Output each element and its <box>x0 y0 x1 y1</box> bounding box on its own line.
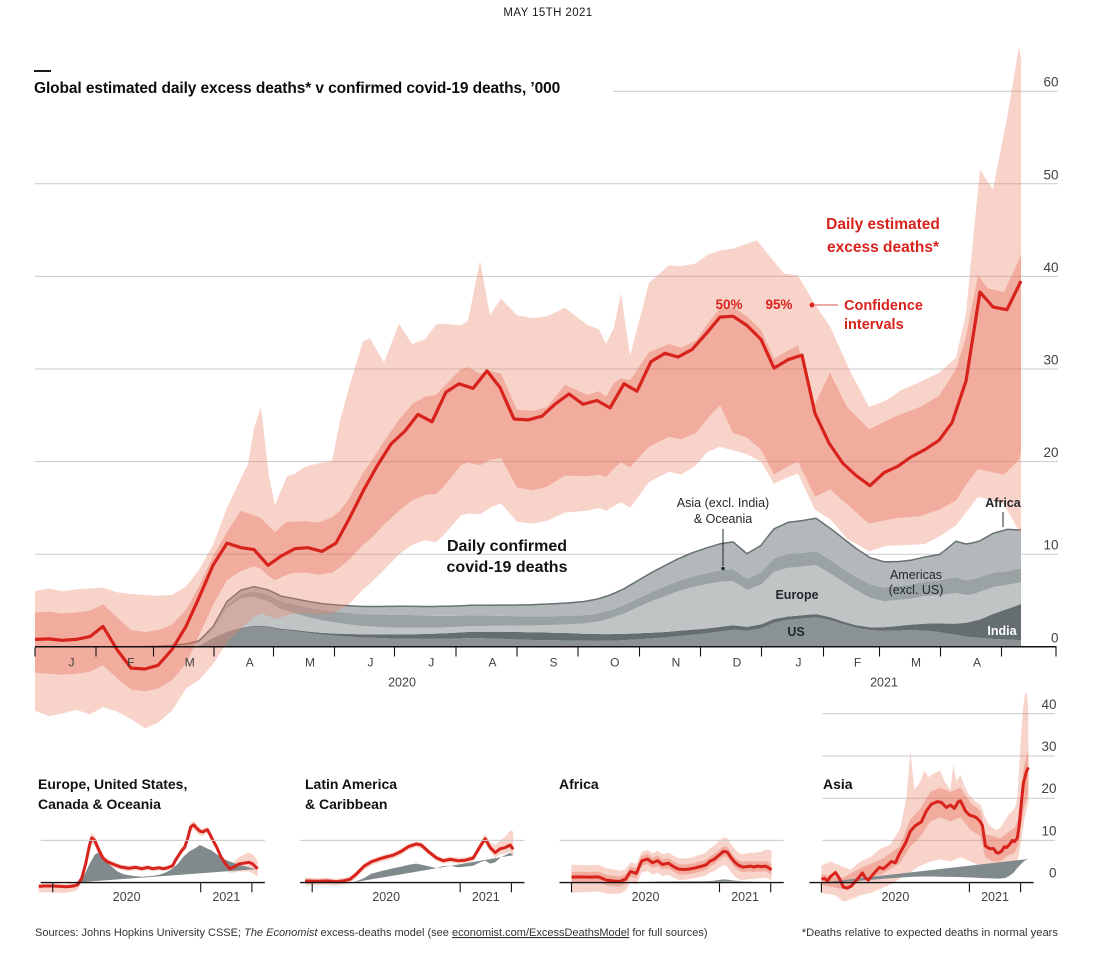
svg-text:Daily estimated: Daily estimated <box>826 216 940 233</box>
svg-text:Confidence: Confidence <box>844 298 923 314</box>
svg-text:India: India <box>987 624 1017 638</box>
svg-text:2020: 2020 <box>372 890 400 904</box>
svg-text:2020: 2020 <box>881 890 909 904</box>
svg-text:MAY 15TH 2021: MAY 15TH 2021 <box>503 7 592 19</box>
svg-text:2020: 2020 <box>388 676 416 690</box>
svg-text:excess deaths*: excess deaths* <box>827 239 940 256</box>
svg-text:covid-19 deaths: covid-19 deaths <box>447 559 568 576</box>
svg-text:M: M <box>911 656 921 670</box>
svg-text:Sources: Johns Hopkins Univers: Sources: Johns Hopkins University CSSE; … <box>35 927 708 939</box>
svg-text:& Caribbean: & Caribbean <box>305 796 387 812</box>
svg-text:O: O <box>610 656 619 670</box>
svg-text:2021: 2021 <box>870 676 898 690</box>
svg-text:J: J <box>796 656 802 670</box>
svg-text:0: 0 <box>1049 866 1057 881</box>
svg-text:Africa: Africa <box>559 776 599 792</box>
svg-text:Asia: Asia <box>823 776 853 792</box>
svg-text:2021: 2021 <box>731 890 759 904</box>
svg-text:50: 50 <box>1043 167 1058 182</box>
svg-text:0: 0 <box>1051 630 1059 645</box>
svg-text:J: J <box>428 656 434 670</box>
svg-text:M: M <box>305 656 315 670</box>
svg-text:M: M <box>185 656 195 670</box>
svg-text:(excl. US): (excl. US) <box>889 583 944 597</box>
svg-text:Africa: Africa <box>985 496 1021 510</box>
svg-text:F: F <box>854 656 861 670</box>
svg-text:J: J <box>69 656 75 670</box>
svg-text:2020: 2020 <box>632 890 660 904</box>
svg-text:A: A <box>973 656 981 670</box>
svg-text:60: 60 <box>1043 75 1058 90</box>
svg-text:A: A <box>488 656 496 670</box>
svg-text:30: 30 <box>1043 353 1058 368</box>
svg-text:N: N <box>672 656 681 670</box>
svg-text:Global estimated daily excess: Global estimated daily excess deaths* v … <box>34 80 560 97</box>
svg-text:2021: 2021 <box>981 890 1009 904</box>
svg-text:& Oceania: & Oceania <box>694 512 752 526</box>
svg-text:Europe, United States,: Europe, United States, <box>38 776 187 792</box>
svg-text:10: 10 <box>1043 538 1058 553</box>
svg-text:Daily confirmed: Daily confirmed <box>447 538 567 555</box>
svg-text:D: D <box>733 656 742 670</box>
svg-text:50%: 50% <box>715 297 742 312</box>
svg-text:2021: 2021 <box>212 890 240 904</box>
svg-text:30: 30 <box>1041 739 1056 754</box>
svg-text:95%: 95% <box>765 297 792 312</box>
svg-text:40: 40 <box>1043 260 1058 275</box>
svg-text:US: US <box>787 625 804 639</box>
svg-text:Americas: Americas <box>890 568 942 582</box>
svg-text:Asia (excl. India): Asia (excl. India) <box>677 496 769 510</box>
svg-text:40: 40 <box>1041 697 1056 712</box>
svg-text:Latin America: Latin America <box>305 776 397 792</box>
svg-text:20: 20 <box>1043 445 1058 460</box>
svg-text:2021: 2021 <box>472 890 500 904</box>
svg-text:20: 20 <box>1041 781 1056 796</box>
svg-text:F: F <box>127 656 134 670</box>
svg-text:A: A <box>246 656 254 670</box>
svg-text:10: 10 <box>1041 823 1056 838</box>
svg-text:intervals: intervals <box>844 317 904 333</box>
svg-text:S: S <box>549 656 557 670</box>
svg-text:Canada & Oceania: Canada & Oceania <box>38 796 161 812</box>
svg-text:J: J <box>368 656 374 670</box>
svg-text:*Deaths relative to expected d: *Deaths relative to expected deaths in n… <box>802 927 1059 939</box>
svg-text:Europe: Europe <box>775 588 818 602</box>
svg-text:2020: 2020 <box>113 890 141 904</box>
